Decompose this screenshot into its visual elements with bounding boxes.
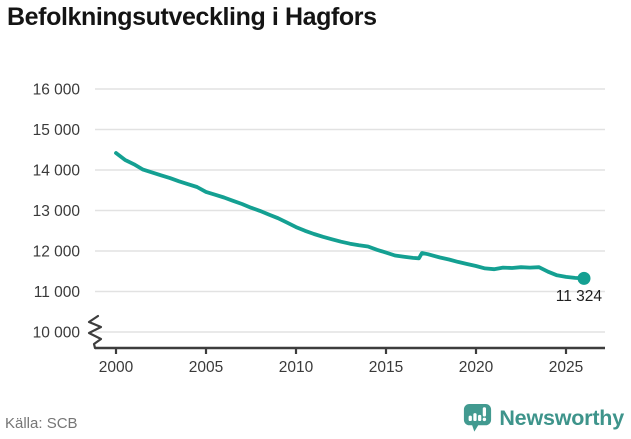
y-axis-tick-label: 14 000	[33, 163, 81, 180]
x-axis-tick-label: 2000	[99, 359, 134, 376]
newsworthy-speech-bubble-bar-chart-icon	[464, 404, 492, 432]
source-text: Källa: SCB	[5, 415, 78, 432]
y-axis-tick-label: 16 000	[33, 82, 81, 99]
x-axis-tick-label: 2025	[549, 359, 583, 376]
end-point-marker	[577, 271, 591, 285]
y-axis-tick-label: 11 000	[34, 284, 81, 301]
x-axis-tick-label: 2015	[369, 359, 403, 376]
y-axis-break-icon	[87, 314, 103, 350]
y-axis-tick-label: 10 000	[33, 325, 81, 342]
newsworthy-logo: Newsworthy	[463, 402, 624, 435]
y-axis-tick-label: 15 000	[33, 122, 81, 139]
x-axis-tick-label: 2010	[279, 359, 314, 376]
x-axis-tick-label: 2020	[459, 359, 494, 376]
population-line	[114, 151, 586, 281]
last-value-label: 11 324	[555, 288, 602, 305]
x-axis-tick-label: 2005	[189, 359, 223, 376]
brand-wordmark: Newsworthy	[499, 406, 624, 430]
y-axis-tick-label: 13 000	[33, 203, 81, 220]
chart-title: Befolkningsutveckling i Hagfors	[7, 3, 377, 31]
y-axis-tick-label: 12 000	[33, 244, 81, 261]
